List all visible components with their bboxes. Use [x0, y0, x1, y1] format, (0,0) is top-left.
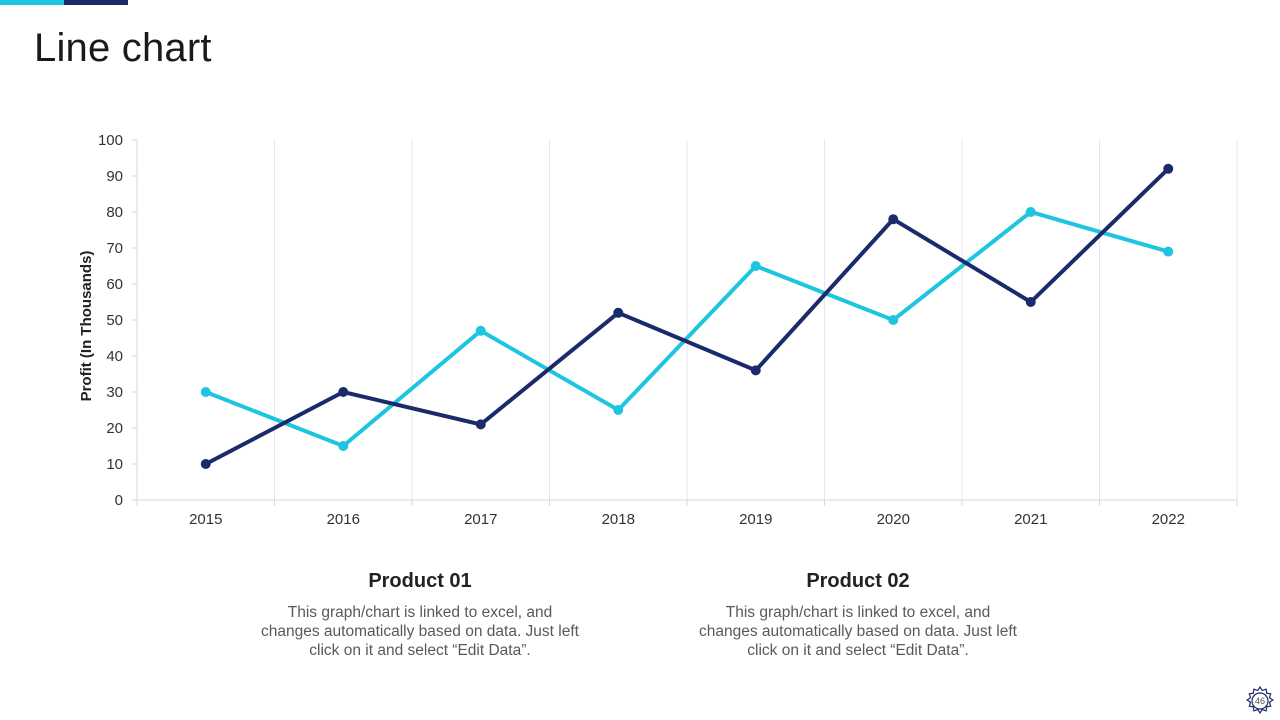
y-tick-label: 100: [98, 132, 123, 149]
data-point-product-01[interactable]: [888, 315, 899, 325]
series-line-product-01[interactable]: [205, 209, 1169, 449]
y-tick-label: 0: [115, 492, 123, 509]
chart-axes: 0 10 20 30 40 50 60 70 80 90 100 2015 2016 2017 2018 20…: [78, 132, 1238, 528]
data-point-product-02[interactable]: [750, 365, 761, 376]
x-tick-label: 2019: [739, 511, 772, 528]
data-point-product-01[interactable]: [750, 261, 761, 271]
x-tick-label: 2018: [602, 511, 635, 528]
y-tick-label: 50: [106, 312, 123, 329]
accent-bar-navy: [64, 0, 128, 5]
data-point-product-02[interactable]: [613, 307, 624, 318]
chart-grid: [136, 140, 1238, 500]
data-point-product-02[interactable]: [1163, 163, 1174, 174]
data-point-product-02[interactable]: [1025, 297, 1036, 307]
legend-description-product-02: This graph/chart is linked to excel, and…: [699, 604, 1017, 659]
data-point-product-02[interactable]: [200, 459, 211, 469]
y-tick-label: 80: [106, 204, 123, 221]
data-point-product-01[interactable]: [338, 441, 349, 451]
data-point-product-01[interactable]: [613, 405, 624, 415]
y-tick-label: 70: [106, 240, 123, 257]
legend-title-product-01: Product 01: [368, 570, 472, 592]
chart-series[interactable]: [200, 163, 1174, 469]
x-tick-label: 2016: [327, 511, 360, 528]
data-point-product-02[interactable]: [475, 419, 486, 430]
accent-bar-cyan: [0, 0, 64, 5]
data-point-product-01[interactable]: [475, 325, 486, 336]
legend-title-product-02: Product 02: [806, 570, 910, 592]
y-tick-label: 20: [106, 420, 123, 437]
legend-product-02: Product 02 This graph/chart is linked to…: [698, 570, 1018, 660]
legend-description-product-01: This graph/chart is linked to excel, and…: [261, 604, 579, 659]
data-point-product-02[interactable]: [888, 214, 899, 225]
x-tick-label: 2015: [189, 511, 222, 528]
y-axis-label: Profit (In Thousands): [78, 251, 95, 402]
line-chart[interactable]: 0 10 20 30 40 50 60 70 80 90 100 2015 2016 2017 2018 20…: [0, 0, 1280, 560]
x-tick-label: 2020: [877, 511, 910, 528]
y-tick-label: 10: [106, 456, 123, 473]
legend-product-01: Product 01 This graph/chart is linked to…: [260, 570, 580, 660]
y-tick-label: 90: [106, 168, 123, 185]
data-point-product-01[interactable]: [1163, 246, 1174, 257]
y-tick-label: 30: [106, 384, 123, 401]
page-number: 46: [1254, 696, 1265, 706]
data-point-product-02[interactable]: [338, 387, 349, 397]
data-point-product-01[interactable]: [1025, 207, 1036, 217]
x-tick-label: 2022: [1152, 511, 1185, 528]
y-tick-label: 60: [106, 276, 123, 293]
gear-icon: [1246, 685, 1274, 715]
data-point-product-01[interactable]: [200, 387, 211, 397]
x-tick-label: 2021: [1014, 511, 1047, 528]
series-line-product-02[interactable]: [204, 167, 1170, 466]
page-title: Line chart: [34, 26, 212, 70]
y-tick-label: 40: [106, 348, 123, 365]
x-tick-label: 2017: [464, 511, 497, 528]
